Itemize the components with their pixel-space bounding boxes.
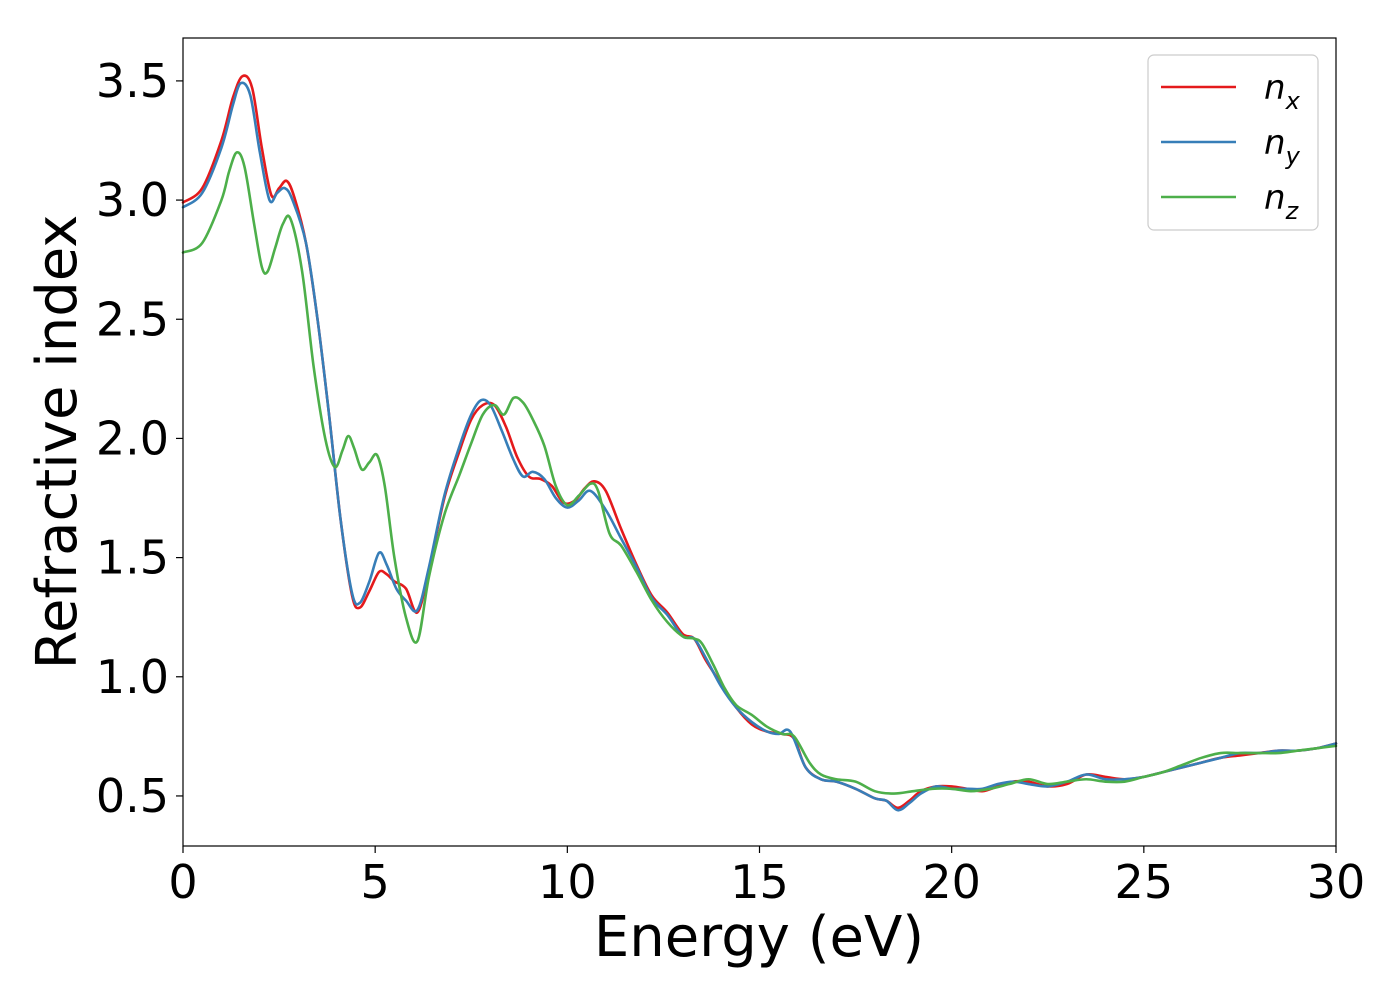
y-tick-label: 1.0 xyxy=(96,650,169,704)
x-tick-label: 10 xyxy=(538,855,597,909)
legend-label-ny: ny xyxy=(1264,123,1301,170)
legend-label-nx: nx xyxy=(1264,68,1301,115)
series-line-nz xyxy=(181,151,1338,795)
x-axis-label: Energy (eV) xyxy=(594,905,924,970)
y-tick-label: 3.0 xyxy=(96,173,169,227)
y-axis: 0.5 1.0 1.5 2.0 2.5 3.0 3.5 xyxy=(96,54,183,823)
x-tick-label: 30 xyxy=(1307,855,1366,909)
x-tick-label: 0 xyxy=(168,855,197,909)
y-tick-label: 2.0 xyxy=(96,411,169,465)
x-tick-label: 20 xyxy=(922,855,981,909)
y-axis-label: Refractive index xyxy=(25,215,90,670)
x-tick-label: 15 xyxy=(730,855,789,909)
y-tick-label: 0.5 xyxy=(96,769,169,823)
y-tick-label: 2.5 xyxy=(96,292,169,346)
x-axis: 0 5 10 15 20 25 30 xyxy=(168,846,1365,909)
legend: nx ny nz xyxy=(1147,54,1319,231)
plot-lines xyxy=(181,74,1338,812)
x-tick-label: 5 xyxy=(361,855,390,909)
legend-label-nz: nz xyxy=(1264,178,1300,225)
y-tick-label: 3.5 xyxy=(96,54,169,108)
x-tick-label: 25 xyxy=(1115,855,1174,909)
y-tick-label: 1.5 xyxy=(96,531,169,585)
